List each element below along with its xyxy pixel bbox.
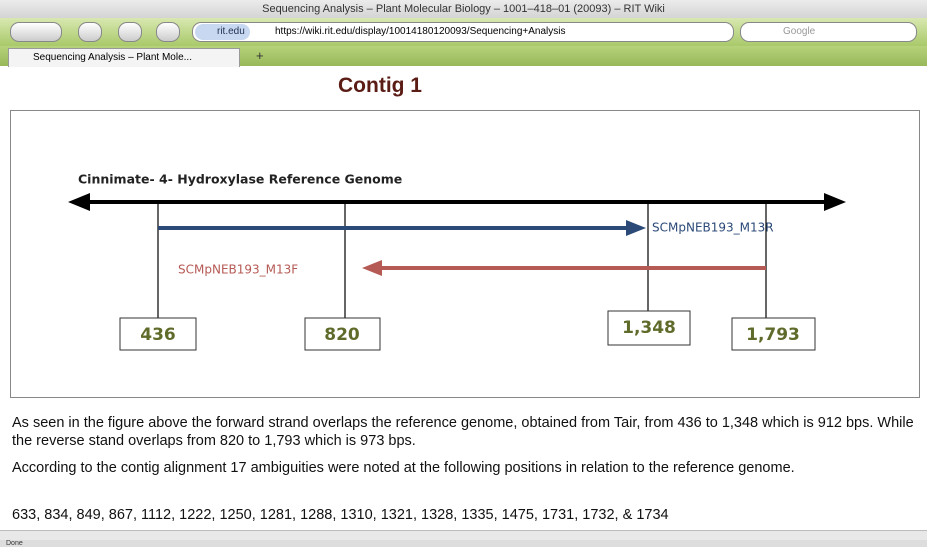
status-bar: Done: [0, 540, 927, 547]
browser-window: Sequencing Analysis – Plant Molecular Bi…: [0, 0, 927, 547]
position-label: 1,348: [622, 318, 676, 338]
reverse-label: SCMpNEB193_M13F: [178, 263, 298, 277]
new-tab-button[interactable]: +: [256, 48, 264, 63]
figure: Cinnimate- 4- Hydroxylase Reference Geno…: [10, 110, 920, 399]
site-badge: rit.edu: [195, 24, 250, 40]
position-label: 436: [140, 325, 176, 345]
search-box[interactable]: Google: [740, 22, 917, 42]
back-forward-button[interactable]: [10, 22, 62, 42]
heading: Contig 1: [0, 74, 760, 98]
reload-button[interactable]: [78, 22, 102, 42]
reference-label: Cinnimate- 4- Hydroxylase Reference Geno…: [78, 172, 402, 187]
position-label: 820: [324, 325, 360, 345]
page: {"browser": {"window_title": "Sequencing…: [0, 0, 927, 547]
paragraph: According to the contig alignment 17 amb…: [12, 459, 917, 477]
figure-frame: [11, 111, 920, 398]
url: https://wiki.rit.edu/display/10014180120…: [275, 23, 565, 41]
tab[interactable]: Sequencing Analysis – Plant Mole...: [8, 48, 240, 67]
toolbar: rit.edu https://wiki.rit.edu/display/100…: [0, 18, 927, 46]
position-label: 1,793: [746, 325, 800, 345]
paragraph: As seen in the figure above the forward …: [12, 414, 917, 450]
url-bar[interactable]: rit.edu https://wiki.rit.edu/display/100…: [192, 22, 734, 42]
stop-button[interactable]: [118, 22, 142, 42]
paragraph: 633, 834, 849, 867, 1112, 1222, 1250, 12…: [12, 506, 917, 524]
home-button[interactable]: [156, 22, 180, 42]
title-bar: Sequencing Analysis – Plant Molecular Bi…: [0, 0, 927, 18]
forward-label: SCMpNEB193_M13R: [652, 221, 774, 235]
tab-bar: Sequencing Analysis – Plant Mole... +: [0, 46, 927, 66]
